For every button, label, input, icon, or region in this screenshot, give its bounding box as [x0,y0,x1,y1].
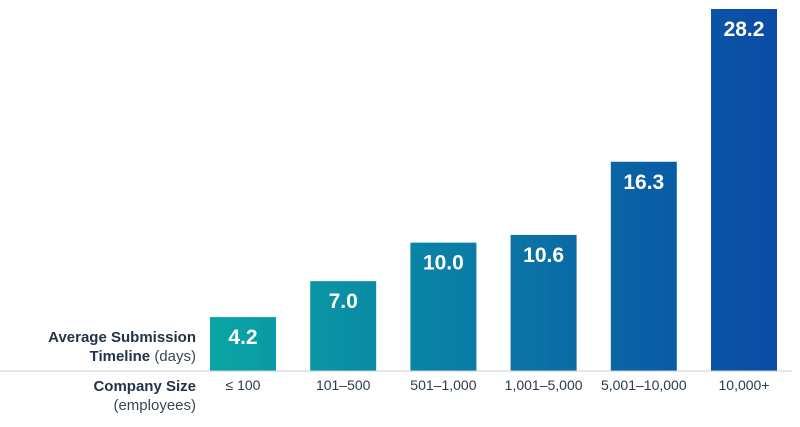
bar [711,9,777,371]
x-tick-label: ≤ 100 [226,377,261,393]
x-tick-label: 101–500 [316,377,371,393]
x-tick-label: 10,000+ [719,377,770,393]
bar [210,317,276,371]
bar [510,234,577,371]
bar [410,242,477,371]
x-tick-label: 501–1,000 [410,377,476,393]
bar-value-label: 10.6 [523,244,564,267]
x-tick-label: 5,001–10,000 [601,377,687,393]
x-axis-label: Company Size (employees) [93,377,196,415]
bar-value-label: 7.0 [329,290,358,313]
y-axis-label-line2: Timeline [89,348,151,365]
y-axis-label: Average Submission Timeline (days) [48,328,196,366]
y-axis-unit: (days) [154,348,196,365]
x-axis-label-title: Company Size [93,378,196,395]
bar-value-label: 28.2 [724,18,765,41]
y-axis-label-line1: Average Submission [48,329,196,346]
bar-value-label: 10.0 [423,252,464,275]
bar [310,281,377,371]
x-tick-label: 1,001–5,000 [505,377,583,393]
bar [610,161,677,371]
bar-value-label: 4.2 [228,326,257,349]
bar-value-label: 16.3 [623,171,664,194]
x-axis-unit: (employees) [113,397,196,414]
